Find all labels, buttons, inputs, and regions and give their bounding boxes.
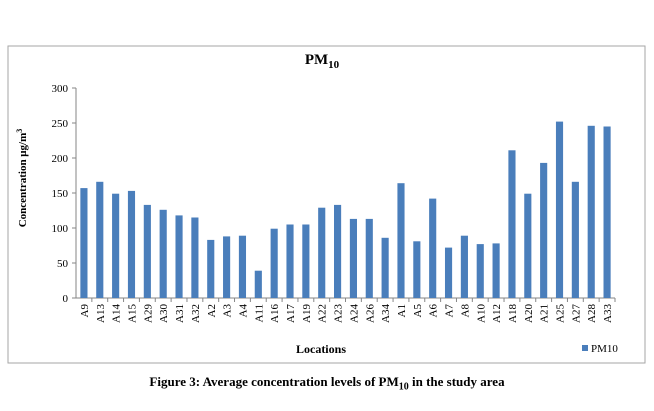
- bar-A17: [286, 224, 294, 298]
- y-tick-label: 150: [52, 188, 69, 200]
- chart-title-main: PM: [305, 52, 328, 68]
- bar-A6: [429, 198, 437, 298]
- y-axis-label: Concentration μg/m3: [15, 129, 29, 228]
- x-tick-label-A6: A6: [428, 304, 440, 318]
- x-tick-label-A30: A30: [158, 304, 170, 323]
- bar-A12: [492, 243, 500, 298]
- bar-A24: [349, 218, 357, 298]
- x-tick-label-A27: A27: [570, 304, 582, 323]
- bar-A33: [603, 126, 611, 298]
- x-tick-label-A8: A8: [459, 304, 471, 318]
- x-tick-label-A18: A18: [507, 304, 519, 323]
- x-tick-label-A25: A25: [555, 304, 567, 323]
- bar-A19: [302, 224, 310, 298]
- x-tick-label-A20: A20: [523, 304, 535, 323]
- y-tick-label: 50: [57, 258, 69, 270]
- bar-A34: [381, 237, 389, 298]
- bar-A31: [175, 215, 183, 298]
- y-tick-label: 200: [52, 153, 69, 165]
- legend-label: PM10: [591, 343, 618, 355]
- x-tick-label-A22: A22: [317, 304, 329, 323]
- bar-A23: [334, 204, 342, 298]
- bar-A1: [397, 183, 405, 298]
- bar-A10: [476, 244, 484, 298]
- bar-A18: [508, 150, 516, 298]
- x-tick-label-A17: A17: [285, 304, 297, 323]
- y-axis-label-text: Concentration μg/m: [17, 133, 29, 228]
- caption-sub: 10: [398, 381, 409, 393]
- y-tick-label: 0: [63, 293, 69, 305]
- bar-A32: [191, 217, 199, 298]
- y-tick-label: 100: [52, 223, 69, 235]
- bar-A16: [270, 228, 278, 298]
- legend: PM10: [582, 343, 618, 355]
- bar-A26: [365, 218, 373, 298]
- figure-caption: Figure 3: Average concentration levels o…: [0, 374, 654, 393]
- bar-A8: [460, 235, 468, 298]
- x-tick-label-A3: A3: [222, 304, 234, 318]
- chart-title: PM10: [305, 52, 340, 71]
- x-tick-label-A33: A33: [602, 304, 614, 323]
- x-tick-label-A1: A1: [396, 304, 408, 317]
- bar-A11: [254, 270, 262, 298]
- x-tick-label-A26: A26: [364, 304, 376, 323]
- x-tick-label-A7: A7: [444, 304, 456, 318]
- bar-A4: [238, 235, 247, 298]
- x-tick-label-A2: A2: [206, 304, 218, 317]
- bar-A2: [207, 239, 215, 298]
- x-axis-label: Locations: [296, 342, 346, 356]
- bar-A21: [540, 162, 548, 298]
- legend-swatch: [582, 345, 588, 351]
- caption-prefix: Figure 3: Average concentration levels o…: [149, 374, 399, 389]
- x-tick-label-A29: A29: [142, 304, 154, 323]
- x-tick-label-A28: A28: [586, 304, 598, 323]
- bar-A30: [159, 209, 167, 298]
- y-axis-label-sup: 3: [15, 129, 24, 133]
- bar-A14: [112, 193, 120, 298]
- y-axis-ticks: 0 50 100 150 200 250 300: [52, 83, 76, 305]
- x-tick-label-A9: A9: [79, 304, 91, 318]
- chart-title-sub: 10: [328, 59, 340, 71]
- x-tick-labels: A9 A13 A14 A15 A29 A30 A31 A32 A2 A3 A4 A11 A16 A17 A1…: [79, 298, 616, 323]
- x-tick-label-A31: A31: [174, 304, 186, 323]
- x-tick-label-A24: A24: [348, 304, 360, 323]
- x-tick-label-A32: A32: [190, 304, 202, 323]
- bar-A7: [444, 247, 453, 298]
- bar-A5: [413, 241, 421, 298]
- bar-A29: [143, 204, 151, 298]
- x-tick-label-A15: A15: [126, 304, 138, 323]
- x-tick-label-A14: A14: [111, 304, 123, 323]
- bar-A28: [587, 125, 595, 298]
- bar-A22: [318, 207, 326, 298]
- bar-A3: [223, 236, 231, 298]
- bar-A25: [555, 121, 564, 298]
- x-tick-label-A23: A23: [333, 304, 345, 323]
- x-tick-label-A4: A4: [237, 304, 249, 318]
- bar-A15: [127, 190, 136, 298]
- bars: [80, 121, 611, 298]
- x-tick-label-A13: A13: [95, 304, 107, 323]
- x-tick-label-A12: A12: [491, 304, 503, 323]
- x-tick-label-A5: A5: [412, 304, 424, 318]
- x-tick-label-A19: A19: [301, 304, 313, 323]
- y-tick-label: 300: [52, 83, 69, 95]
- x-tick-label-A34: A34: [380, 304, 392, 323]
- y-tick-label: 250: [52, 118, 69, 130]
- x-tick-label-A10: A10: [475, 304, 487, 323]
- x-tick-label-A16: A16: [269, 304, 281, 323]
- bar-A27: [571, 181, 579, 298]
- bar-A9: [80, 188, 88, 298]
- bar-A20: [524, 193, 532, 298]
- x-tick-label-A21: A21: [539, 304, 551, 323]
- bar-A13: [96, 181, 104, 298]
- x-tick-label-A11: A11: [253, 304, 265, 323]
- caption-suffix: in the study area: [408, 374, 505, 389]
